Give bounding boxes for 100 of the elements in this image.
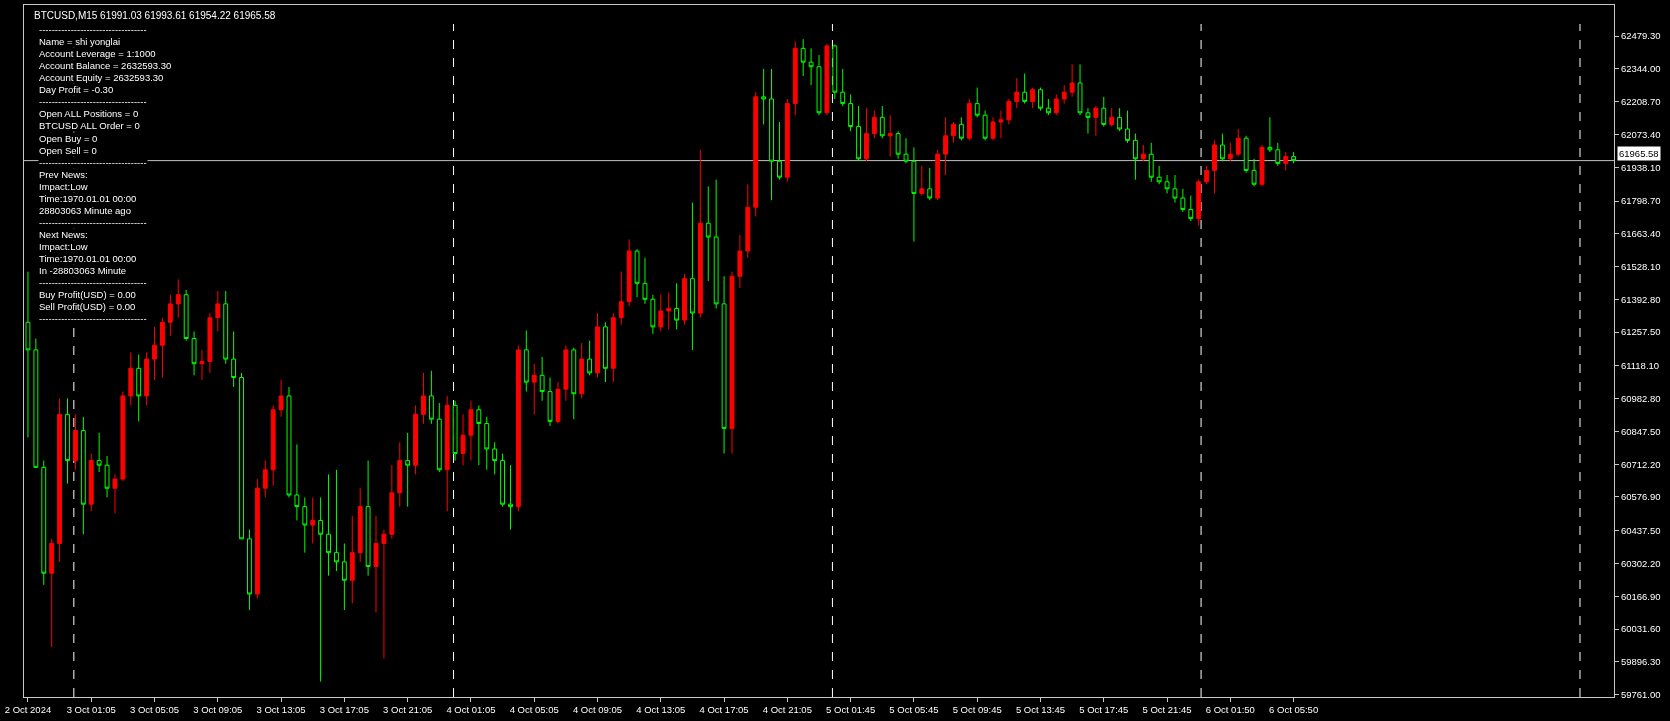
candlestick [302, 496, 308, 554]
candlestick [152, 326, 157, 381]
candlestick [1085, 107, 1091, 135]
annotation: ---------------------------------- [39, 313, 147, 324]
candlestick [1243, 135, 1249, 174]
candlestick [191, 331, 197, 376]
candlestick [1109, 107, 1115, 128]
candlestick [1204, 165, 1210, 185]
candlestick [903, 137, 909, 164]
x-tick-label: 4 Oct 09:05 [572, 704, 623, 716]
candlestick [689, 202, 695, 351]
candlestick [563, 344, 569, 402]
ref-line-label: 61965.58 [1619, 148, 1659, 159]
candlestick [500, 453, 506, 508]
x-tick-label: 5 Oct 17:45 [1079, 704, 1129, 716]
x-tick-label: 3 Oct 13:05 [256, 704, 306, 716]
candlestick [1030, 87, 1036, 109]
candlestick [373, 515, 379, 613]
x-tick-label: 3 Oct 17:05 [319, 704, 369, 716]
candlestick [428, 370, 434, 425]
candlestick [444, 395, 450, 512]
candlestick [318, 496, 324, 682]
candlestick [650, 294, 656, 335]
x-tick-label: 4 Oct 01:05 [446, 704, 496, 716]
candlestick [49, 538, 55, 648]
candlestick [381, 529, 387, 659]
candlestick [610, 312, 616, 383]
candlestick [824, 43, 830, 116]
candlestick [871, 110, 877, 139]
candlestick [856, 105, 861, 162]
y-tick-label: 61938.10 [1620, 161, 1661, 173]
y-tick-label: 60437.50 [1620, 525, 1661, 537]
candlestick [1140, 144, 1146, 162]
candlestick [555, 381, 561, 425]
candlestick [1101, 96, 1107, 128]
candlestick [223, 290, 229, 365]
y-tick-label: 60712.20 [1620, 458, 1661, 470]
candlestick [476, 404, 482, 466]
candlestick [57, 397, 63, 563]
candlestick [310, 496, 316, 544]
annotation: Prev News: [39, 169, 88, 180]
annotation: Account Leverage = 1:1000 [39, 48, 156, 59]
candlestick [215, 290, 221, 332]
candlestick [405, 432, 411, 508]
candlestick [761, 68, 767, 125]
annotation: ---------------------------------- [39, 24, 147, 35]
candlestick [729, 271, 735, 455]
annotation: Impact:Low [39, 241, 88, 252]
candlestick [800, 38, 806, 77]
candlestick [413, 404, 419, 475]
candlestick [1006, 98, 1012, 125]
candlestick [515, 344, 521, 512]
annotation: Account Balance = 2632593.30 [39, 60, 172, 71]
candlestick [72, 413, 78, 471]
candlestick [389, 464, 395, 540]
text: BTCUSD,M15 61991.03 61993.61 61954.22 61965.58 [34, 9, 276, 21]
candlestick [602, 321, 608, 383]
annotation: Time:1970.01.01 00:00 [39, 193, 137, 204]
y-tick-label: 61663.40 [1620, 228, 1661, 240]
candlestick [468, 400, 474, 462]
candlestick [1196, 179, 1202, 227]
candlestick [990, 116, 996, 141]
candlestick [167, 294, 173, 337]
candlestick [1235, 128, 1241, 158]
candlestick [341, 542, 347, 611]
y-tick-label: 62208.70 [1620, 96, 1661, 108]
candlestick [808, 47, 814, 86]
annotation: Next News: [39, 229, 88, 240]
x-tick-label: 4 Oct 21:05 [762, 704, 812, 716]
candlestick [642, 257, 648, 305]
candlestick [1077, 63, 1083, 116]
candlestick [207, 312, 213, 374]
candlestick [508, 464, 513, 531]
annotation: ---------------------------------- [39, 277, 147, 288]
x-tick-label: 3 Oct 21:05 [383, 704, 433, 716]
candlestick [1227, 142, 1233, 162]
candlestick [1275, 142, 1281, 167]
candlestick [745, 183, 751, 259]
y-tick-label: 60302.20 [1620, 557, 1661, 569]
x-tick-label: 3 Oct 01:05 [66, 704, 116, 716]
candlestick [784, 98, 790, 183]
candlestick [247, 529, 252, 611]
candlestick [626, 238, 632, 307]
candlestick [571, 347, 577, 420]
candlestick [183, 289, 189, 342]
candlestick [587, 340, 593, 376]
candlestick [492, 441, 498, 475]
candlestick [777, 121, 782, 181]
candlestick [1259, 144, 1265, 187]
candlestick [88, 453, 94, 512]
candlestick [911, 146, 917, 243]
candlestick [998, 110, 1004, 139]
candlestick [144, 351, 150, 406]
candlestick [634, 248, 640, 298]
annotation: Sell Profit(USD) = 0.00 [39, 301, 136, 312]
y-tick-label: 62344.00 [1620, 63, 1661, 75]
candlestick [974, 87, 980, 118]
candlestick [697, 149, 703, 319]
candlestick [1291, 151, 1297, 164]
candlestick [935, 149, 941, 201]
